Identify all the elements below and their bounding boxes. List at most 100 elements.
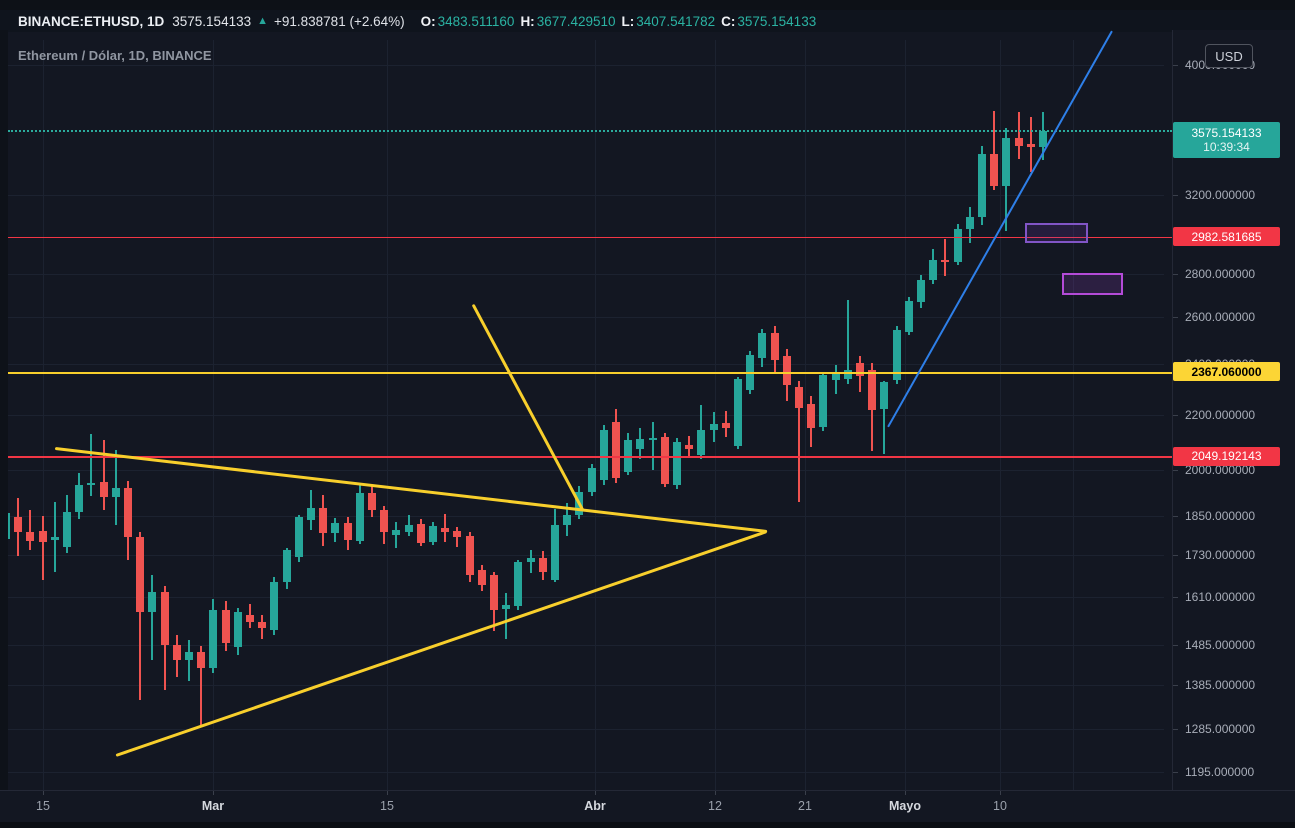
time-axis-tick xyxy=(905,791,906,795)
candle xyxy=(990,153,999,186)
candle xyxy=(99,482,108,497)
candle xyxy=(111,488,120,497)
candle xyxy=(319,507,328,534)
candle xyxy=(38,531,47,542)
time-axis-label: Mar xyxy=(201,799,225,813)
candle xyxy=(429,526,437,542)
candle-wick xyxy=(29,509,32,551)
candle xyxy=(758,332,767,358)
close-value: 3575.154133 xyxy=(737,13,817,29)
candle xyxy=(197,652,206,669)
open-value: 3483.511160 xyxy=(437,13,515,29)
candle xyxy=(648,437,657,441)
candle-wick xyxy=(883,380,886,454)
candle-wick xyxy=(846,299,849,385)
candle xyxy=(233,611,242,648)
horizontal-gridline xyxy=(8,644,1164,646)
price-axis-label: 2000.000000 xyxy=(1185,463,1256,478)
chart-pane[interactable] xyxy=(0,30,1172,790)
price-up-arrow-icon: ▲ xyxy=(257,15,268,27)
candle xyxy=(929,259,938,280)
candle-wick xyxy=(151,575,154,661)
candle-wick xyxy=(188,640,190,682)
candle xyxy=(819,374,828,427)
time-axis-tick xyxy=(715,791,716,795)
time-axis[interactable]: 15 Mar 15 Abr 12 21 Mayo 10 xyxy=(0,790,1295,823)
candle xyxy=(685,444,694,449)
time-axis-label: 15 xyxy=(380,799,394,813)
price-level-line[interactable] xyxy=(8,236,1172,239)
current-price-badge: 3575.154133 10:39:34 xyxy=(1173,121,1280,158)
candle xyxy=(551,524,559,581)
price-axis-label: 3200.000000 xyxy=(1185,188,1256,203)
candle xyxy=(477,569,486,585)
price-axis-tick xyxy=(1173,470,1178,472)
candle xyxy=(172,644,181,661)
candle xyxy=(795,386,803,409)
candle xyxy=(270,581,279,631)
candle xyxy=(612,421,620,479)
candle xyxy=(978,153,986,217)
candle xyxy=(697,429,706,456)
candle xyxy=(160,592,169,645)
candle xyxy=(490,575,498,611)
candle-wick xyxy=(944,239,947,277)
candle xyxy=(1039,130,1047,147)
candle xyxy=(514,561,523,607)
bar-countdown: 10:39:34 xyxy=(1203,139,1250,154)
price-axis-label: 1730.000000 xyxy=(1185,548,1256,563)
candle-wick xyxy=(798,381,800,502)
purple-rect-lower[interactable] xyxy=(1062,273,1123,295)
horizontal-gridline xyxy=(8,771,1164,773)
symbol-ohlc-bar: BINANCE:ETHUSD, 1D 3575.154133 ▲ +91.838… xyxy=(0,10,1295,32)
candle xyxy=(563,515,572,525)
time-axis-tick xyxy=(387,791,388,795)
low-value: 3407.541782 xyxy=(636,13,716,29)
horizontal-gridline xyxy=(8,316,1164,318)
horizontal-gridline xyxy=(8,363,1164,365)
price-axis-tick xyxy=(1173,195,1178,197)
clipped-top-row xyxy=(0,0,1295,10)
candle xyxy=(294,517,303,558)
candle-wick xyxy=(456,526,459,548)
candle xyxy=(331,522,340,534)
yellow-steep-line[interactable] xyxy=(471,303,585,511)
candle-wick xyxy=(395,522,398,549)
price-axis[interactable]: USD 4000.0000003200.0000002800.000000260… xyxy=(1172,30,1295,790)
candle xyxy=(917,279,925,303)
price-axis-label: 2200.000000 xyxy=(1185,407,1256,422)
candle xyxy=(807,403,816,429)
candle xyxy=(441,528,450,532)
candle xyxy=(770,332,779,360)
price-level-badge: 2367.060000 xyxy=(1173,362,1280,382)
chart-title-watermark: Ethereum / Dólar, 1D, BINANCE xyxy=(18,48,212,63)
horizontal-gridline xyxy=(8,195,1164,197)
price-change: +91.838781 (+2.64%) xyxy=(274,13,405,29)
candle xyxy=(892,329,901,380)
price-level-line[interactable] xyxy=(8,371,1172,375)
close-label: C: xyxy=(721,13,736,29)
candle xyxy=(673,441,681,486)
candle xyxy=(282,550,291,582)
purple-rect-upper[interactable] xyxy=(1025,223,1088,243)
price-axis-tick xyxy=(1173,414,1178,416)
candle xyxy=(904,301,913,332)
high-label: H: xyxy=(520,13,535,29)
price-axis-tick xyxy=(1173,685,1178,687)
candle xyxy=(502,604,511,609)
currency-unit-button[interactable]: USD xyxy=(1205,44,1253,68)
price-axis-tick xyxy=(1173,64,1178,66)
candle xyxy=(246,614,254,623)
candle xyxy=(355,492,364,542)
price-axis-label: 1850.000000 xyxy=(1185,508,1256,523)
candle xyxy=(856,362,864,376)
candle xyxy=(660,436,669,484)
price-axis-tick xyxy=(1173,273,1178,275)
candle xyxy=(709,423,718,430)
time-axis-label: 12 xyxy=(708,799,722,813)
price-axis-label: 1385.000000 xyxy=(1185,678,1256,693)
time-axis-tick xyxy=(595,791,596,795)
price-level-line[interactable] xyxy=(8,456,1172,458)
candle xyxy=(953,229,962,263)
